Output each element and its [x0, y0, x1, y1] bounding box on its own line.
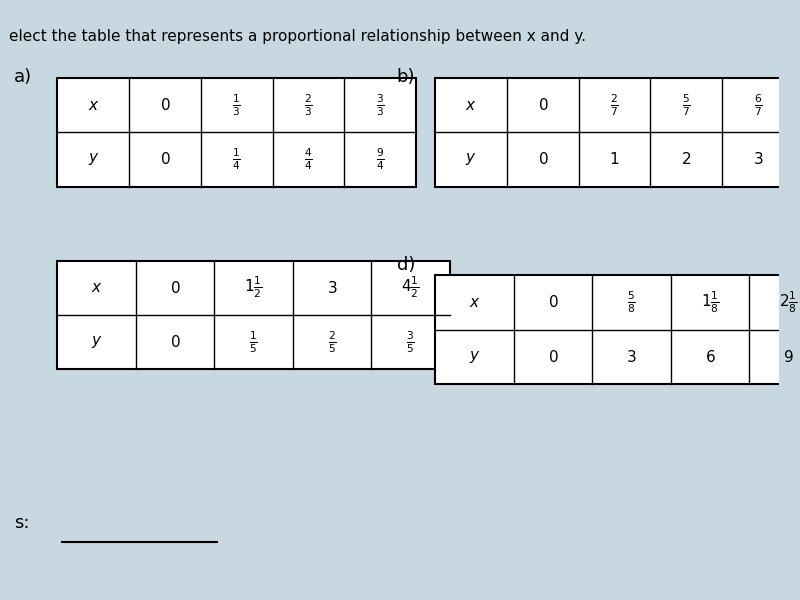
- Text: $\frac{3}{5}$: $\frac{3}{5}$: [406, 329, 415, 355]
- Text: $\frac{4}{4}$: $\frac{4}{4}$: [304, 146, 313, 172]
- Text: s:: s:: [14, 514, 30, 532]
- Text: $\frac{1}{3}$: $\frac{1}{3}$: [232, 92, 241, 118]
- Text: $0$: $0$: [548, 349, 558, 365]
- Text: $4\frac{1}{2}$: $4\frac{1}{2}$: [402, 275, 420, 301]
- Text: $x$: $x$: [466, 98, 477, 113]
- Text: $3$: $3$: [626, 349, 637, 365]
- Text: $\frac{1}{5}$: $\frac{1}{5}$: [250, 329, 258, 355]
- Text: $0$: $0$: [548, 295, 558, 310]
- Text: $\frac{5}{7}$: $\frac{5}{7}$: [682, 92, 690, 118]
- Text: $y$: $y$: [466, 151, 477, 167]
- Text: $1$: $1$: [610, 151, 620, 167]
- Text: $1\frac{1}{8}$: $1\frac{1}{8}$: [701, 290, 719, 315]
- Text: $\frac{1}{4}$: $\frac{1}{4}$: [232, 146, 241, 172]
- Text: $1\frac{1}{2}$: $1\frac{1}{2}$: [244, 275, 263, 301]
- Text: $2$: $2$: [681, 151, 691, 167]
- Text: d): d): [397, 256, 415, 274]
- Text: $9$: $9$: [783, 349, 794, 365]
- Text: $y$: $y$: [469, 349, 480, 365]
- Text: $6$: $6$: [705, 349, 715, 365]
- Text: $x$: $x$: [87, 98, 99, 113]
- Text: $\frac{3}{3}$: $\frac{3}{3}$: [376, 92, 385, 118]
- Text: $0$: $0$: [160, 151, 170, 167]
- Text: $\frac{2}{3}$: $\frac{2}{3}$: [304, 92, 313, 118]
- Bar: [435, 78, 794, 187]
- Text: $0$: $0$: [170, 334, 181, 350]
- Bar: [58, 260, 450, 369]
- Text: $y$: $y$: [87, 151, 99, 167]
- Text: $0$: $0$: [170, 280, 181, 296]
- Text: $3$: $3$: [753, 151, 763, 167]
- Text: $x$: $x$: [91, 280, 102, 295]
- Text: $0$: $0$: [160, 97, 170, 113]
- Text: b): b): [397, 68, 415, 86]
- Text: $\frac{2}{5}$: $\frac{2}{5}$: [328, 329, 337, 355]
- Bar: [58, 78, 416, 187]
- Text: $0$: $0$: [538, 151, 548, 167]
- Text: $2\frac{1}{8}$: $2\frac{1}{8}$: [779, 290, 798, 315]
- Text: $3$: $3$: [327, 280, 338, 296]
- Text: a): a): [14, 68, 32, 86]
- Text: $\frac{5}{8}$: $\frac{5}{8}$: [627, 290, 636, 315]
- Text: $\frac{2}{7}$: $\frac{2}{7}$: [610, 92, 619, 118]
- Text: $x$: $x$: [469, 295, 480, 310]
- Text: elect the table that represents a proportional relationship between x and y.: elect the table that represents a propor…: [9, 29, 586, 44]
- Text: $y$: $y$: [91, 334, 102, 350]
- Text: $0$: $0$: [538, 97, 548, 113]
- Bar: [435, 275, 800, 384]
- Text: $\frac{9}{4}$: $\frac{9}{4}$: [376, 146, 385, 172]
- Text: $\frac{6}{7}$: $\frac{6}{7}$: [754, 92, 762, 118]
